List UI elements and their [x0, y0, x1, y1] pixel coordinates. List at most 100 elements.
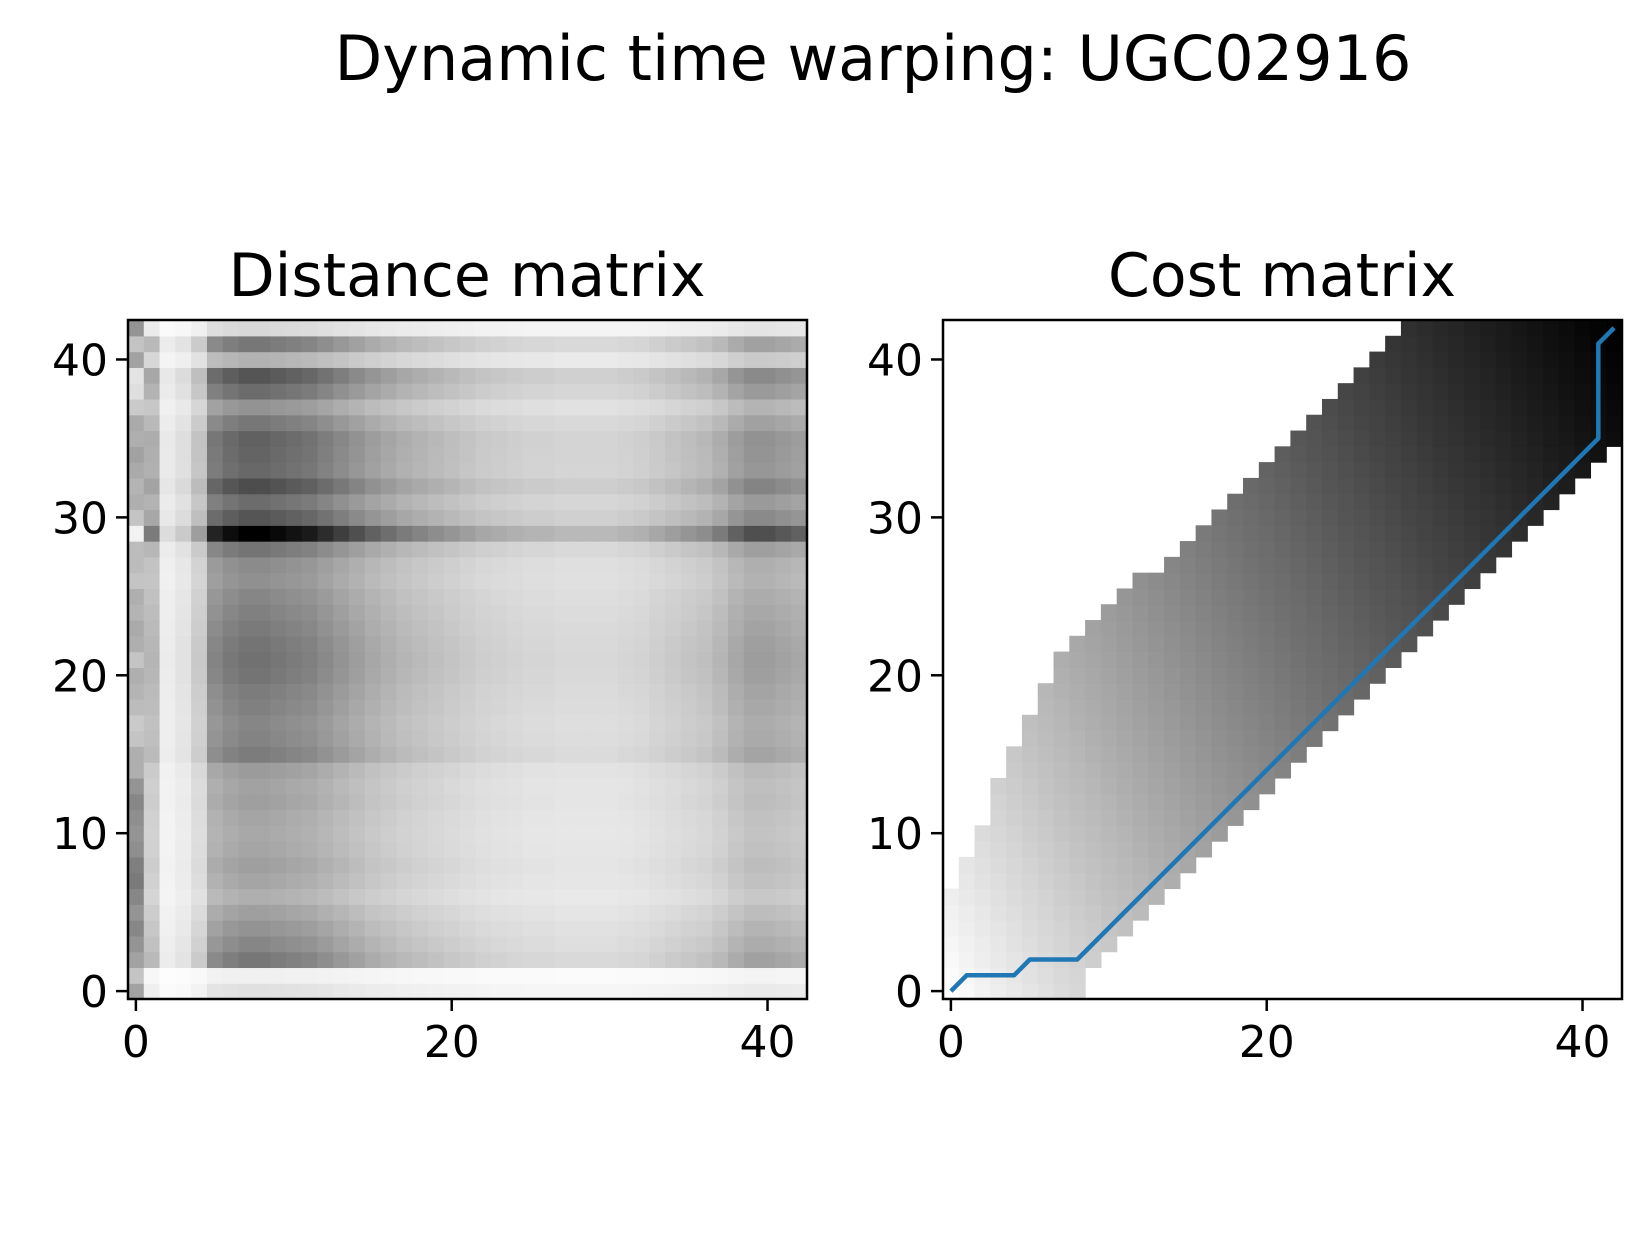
- distance-cell: [775, 525, 792, 542]
- distance-cell: [712, 493, 729, 511]
- distance-cell: [443, 983, 461, 1000]
- distance-cell: [222, 572, 240, 590]
- distance-cell: [443, 856, 461, 874]
- distance-cell: [664, 683, 682, 700]
- distance-cell: [475, 635, 492, 653]
- cost-cell: [1274, 572, 1291, 590]
- cost-cell: [1606, 398, 1623, 416]
- cost-cell: [1148, 572, 1165, 590]
- distance-cell: [506, 651, 524, 668]
- distance-cell: [175, 556, 192, 574]
- cost-cell: [1353, 541, 1370, 558]
- distance-cell: [317, 588, 334, 605]
- distance-cell: [633, 841, 650, 858]
- distance-cell: [443, 541, 461, 558]
- cost-cell: [1037, 777, 1055, 795]
- distance-cell: [538, 698, 555, 716]
- cost-matrix-frame: [941, 318, 1624, 1001]
- distance-cell: [538, 714, 555, 732]
- distance-cell: [428, 841, 445, 858]
- cost-cell: [1369, 541, 1386, 558]
- distance-cell: [680, 556, 698, 574]
- cost-cell: [1321, 462, 1339, 479]
- distance-cell: [159, 683, 176, 700]
- distance-cell: [443, 572, 461, 590]
- distance-cell: [143, 383, 161, 400]
- distance-cell: [601, 462, 619, 479]
- cost-cell: [1179, 762, 1197, 779]
- distance-cell: [128, 367, 145, 384]
- distance-cell: [475, 935, 492, 953]
- cost-cell: [1290, 430, 1307, 447]
- distance-cell: [775, 414, 792, 432]
- cost-cell: [1385, 446, 1402, 463]
- distance-cell: [412, 951, 429, 969]
- distance-cell: [206, 367, 224, 384]
- distance-cell: [775, 351, 792, 368]
- distance-cell: [159, 777, 176, 795]
- distance-cell: [680, 477, 698, 495]
- distance-cell: [791, 888, 808, 905]
- distance-cell: [412, 777, 429, 795]
- distance-cell: [680, 762, 698, 779]
- distance-cell: [301, 477, 319, 495]
- distance-cell: [649, 446, 666, 463]
- distance-cell: [159, 367, 176, 384]
- cost-cell: [1100, 635, 1118, 653]
- distance-cell: [238, 809, 255, 826]
- cost-cell: [1385, 493, 1402, 511]
- distance-cell: [349, 635, 366, 653]
- distance-cell: [475, 604, 492, 621]
- cost-cell: [1337, 572, 1355, 590]
- cost-cell: [1132, 572, 1149, 590]
- distance-cell: [743, 335, 761, 353]
- distance-cell: [680, 541, 698, 558]
- distance-cell: [712, 604, 729, 621]
- distance-cell: [712, 935, 729, 953]
- distance-cell: [649, 588, 666, 605]
- distance-cell: [222, 825, 240, 842]
- x-tick-label: 20: [1239, 1017, 1295, 1068]
- distance-cell: [601, 446, 619, 463]
- distance-cell: [538, 730, 555, 747]
- cost-cell: [1448, 383, 1465, 400]
- distance-cell: [301, 841, 319, 858]
- distance-cell: [570, 683, 587, 700]
- distance-cell: [333, 509, 350, 526]
- distance-cell: [680, 635, 698, 653]
- distance-cell: [222, 809, 240, 826]
- distance-cell: [143, 872, 161, 890]
- cost-cell: [1211, 651, 1228, 668]
- distance-cell: [538, 983, 555, 1000]
- distance-cell: [759, 320, 777, 337]
- distance-cell: [728, 446, 745, 463]
- distance-cell: [270, 651, 287, 668]
- distance-cell: [412, 841, 429, 858]
- cost-cell: [1037, 935, 1055, 953]
- distance-cell: [601, 351, 619, 368]
- cost-cell: [1558, 335, 1576, 353]
- cost-cell: [1179, 730, 1197, 747]
- cost-cell: [1337, 462, 1355, 479]
- cost-cell: [990, 872, 1007, 890]
- cost-cell: [974, 888, 991, 905]
- cost-cell: [1321, 556, 1339, 574]
- distance-cell: [270, 888, 287, 905]
- distance-cell: [633, 446, 650, 463]
- distance-cell: [206, 714, 224, 732]
- distance-cell: [349, 793, 366, 811]
- distance-cell: [522, 888, 540, 905]
- distance-cell: [696, 430, 713, 447]
- cost-cell: [1021, 746, 1039, 763]
- distance-cell: [570, 604, 587, 621]
- distance-cell: [696, 841, 713, 858]
- distance-cell: [159, 620, 176, 637]
- cost-cell: [1069, 809, 1086, 826]
- cost-cell: [1274, 525, 1291, 542]
- cost-cell: [1511, 414, 1528, 432]
- distance-cell: [428, 809, 445, 826]
- cost-cell: [1069, 698, 1086, 716]
- distance-cell: [601, 541, 619, 558]
- cost-cell: [1037, 698, 1055, 716]
